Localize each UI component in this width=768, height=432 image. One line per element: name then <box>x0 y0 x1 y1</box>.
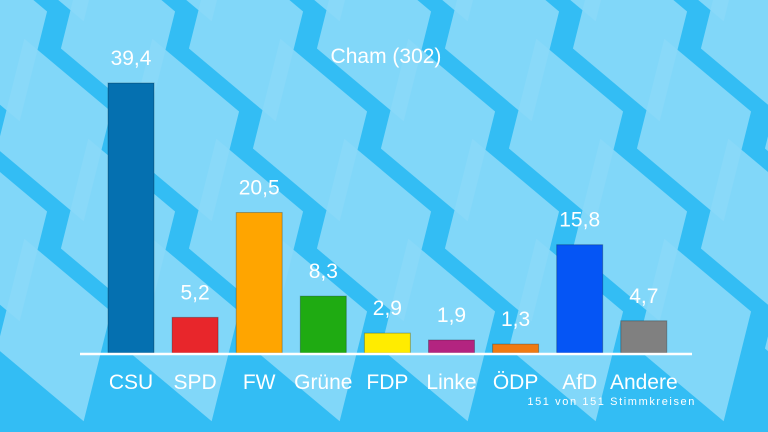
value-label: 2,9 <box>373 297 402 320</box>
category-label: Grüne <box>294 371 352 394</box>
value-label: 1,9 <box>437 304 466 327</box>
bar-linke <box>428 339 475 354</box>
value-label: 8,3 <box>309 260 338 283</box>
value-label: 15,8 <box>559 209 600 232</box>
bar-csu <box>107 82 155 354</box>
bar-fw <box>235 212 283 354</box>
value-label: 4,7 <box>629 285 658 308</box>
category-label: Andere <box>610 371 678 394</box>
category-label: FDP <box>366 371 408 394</box>
category-label: CSU <box>109 371 153 394</box>
chart-title: Cham (302) <box>331 45 442 68</box>
constituency-count-footnote: 151 von 151 Stimmkreisen <box>527 396 696 408</box>
category-label: FW <box>243 371 276 394</box>
bars-group: 39,4 CSU 5,2 SPD 20,5 FW 8,3 Grüne 2,9 FDP 1,9 Link… <box>107 47 678 394</box>
category-label: AfD <box>562 371 597 394</box>
category-label: ÖDP <box>493 371 539 394</box>
bar-afd <box>556 244 604 354</box>
value-label: 39,4 <box>111 47 152 70</box>
bar-grüne <box>299 295 347 354</box>
bar-ödp <box>492 343 540 354</box>
bar-andere <box>620 320 668 354</box>
value-label: 20,5 <box>239 177 280 200</box>
category-label: Linke <box>426 371 476 394</box>
bar-spd <box>171 316 219 354</box>
value-label: 1,3 <box>501 308 530 331</box>
bar-fdp <box>363 332 411 354</box>
category-label: SPD <box>174 371 217 394</box>
value-label: 5,2 <box>180 281 209 304</box>
